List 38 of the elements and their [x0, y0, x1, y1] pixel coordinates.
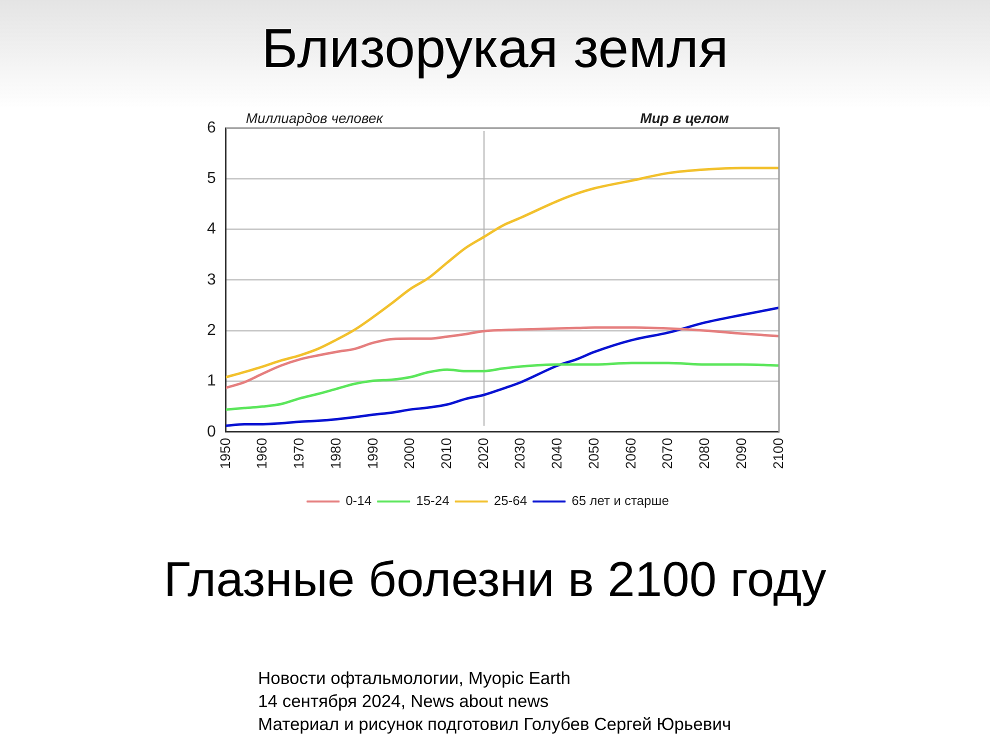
x-tick-label: 2070 [659, 438, 676, 470]
x-tick-label: 2050 [585, 438, 602, 470]
x-tick-label: 1980 [327, 438, 344, 470]
legend-label: 0-14 [346, 493, 372, 508]
x-tick-label: 2010 [438, 438, 454, 470]
y-tick-label: 0 [206, 423, 216, 440]
text: Глазные болезни в 2100 году [162, 552, 828, 609]
x-tick-label: 2060 [622, 438, 638, 470]
legend-label: 65 лет и старше [572, 493, 669, 508]
y-axis-title: Миллиардов человек [246, 110, 384, 126]
x-tick-label: 2100 [770, 438, 786, 470]
chart-title: Близорукая земля [260, 16, 730, 81]
y-tick-label: 3 [206, 271, 216, 288]
chart-subtitle: Мир в целом [640, 110, 730, 126]
x-tick-label: 1990 [364, 438, 380, 470]
x-tick-label: 2030 [512, 438, 528, 470]
text: 14 сентября 2024, News about news [258, 690, 549, 712]
x-tick-label: 2040 [548, 438, 565, 470]
line-series [226, 166, 779, 378]
x-tick-label: 2090 [732, 438, 749, 470]
legend-label: 15-24 [416, 493, 450, 508]
legend-label: 25-64 [494, 493, 528, 508]
text: Новости офтальмологии, Myopic Earth [258, 667, 571, 689]
text: Материал и рисунок подготовил Голубев Сергей Юрьевич [258, 713, 732, 735]
line-series [226, 362, 779, 411]
y-tick-label: 6 [206, 119, 216, 136]
y-tick-label: 4 [206, 220, 216, 238]
x-tick-label: 1950 [216, 438, 233, 470]
x-tick-label: 2020 [474, 438, 491, 470]
x-tick-label: 1960 [254, 438, 270, 470]
y-tick-label: 2 [206, 322, 216, 339]
y-tick-label: 5 [206, 170, 216, 188]
y-tick-label: 1 [206, 372, 216, 390]
x-tick-label: 2080 [696, 438, 712, 470]
line-series [226, 326, 779, 390]
x-tick-label: 2000 [401, 438, 418, 470]
x-tick-label: 1970 [290, 438, 307, 470]
line-series [226, 306, 779, 428]
